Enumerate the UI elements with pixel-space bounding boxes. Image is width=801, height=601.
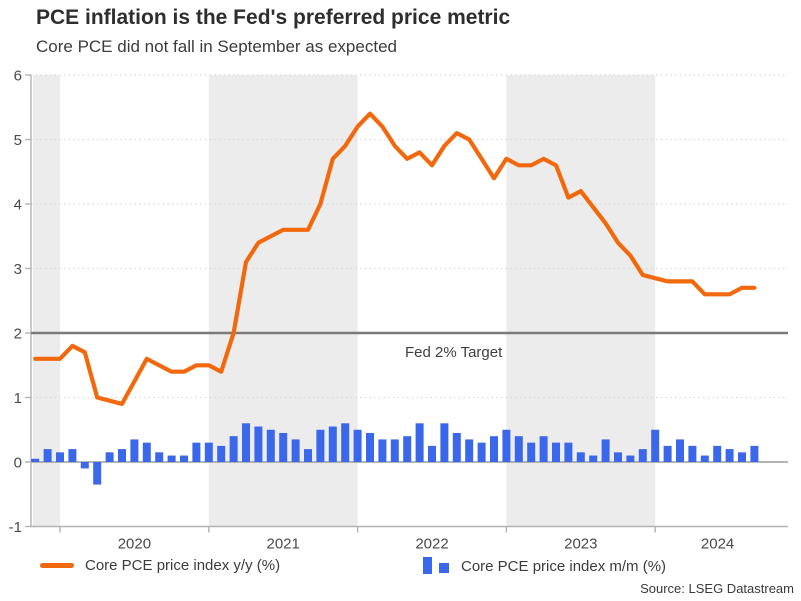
x-tick-label: 2022: [415, 536, 448, 553]
mm-bar: [713, 445, 722, 462]
x-tick-label: 2021: [267, 536, 300, 553]
mm-bar: [725, 449, 734, 462]
x-tick-label: 2023: [564, 536, 597, 553]
mm-bar: [651, 429, 660, 462]
mm-bar: [366, 432, 374, 462]
mm-bar: [676, 439, 684, 462]
y-tick-label: 3: [14, 261, 22, 278]
fed-target-label: Fed 2% Target: [405, 344, 503, 361]
mm-bar: [415, 423, 424, 462]
y-tick-label: 5: [14, 132, 22, 149]
mm-bar: [663, 445, 672, 462]
mm-bar: [452, 432, 461, 462]
mm-bar: [465, 439, 474, 462]
mm-bar: [266, 429, 275, 462]
mm-bar: [217, 445, 226, 462]
mm-bar: [390, 439, 399, 462]
mm-bar: [477, 442, 486, 462]
mm-bar: [43, 449, 52, 462]
y-tick-label: 6: [14, 68, 22, 85]
x-tick-label: 2024: [701, 536, 734, 553]
mm-bar: [80, 462, 89, 469]
yy-line: [33, 111, 757, 406]
page-title: PCE inflation is the Fed's preferred pri…: [36, 6, 511, 29]
mm-bar: [316, 429, 325, 462]
y-tick-label: -1: [9, 519, 22, 536]
mm-bar: [552, 442, 560, 462]
mm-bar: [614, 452, 622, 462]
mm-bar: [118, 449, 126, 462]
line-swatch-icon: [40, 563, 74, 568]
mm-bar: [589, 455, 598, 462]
mm-bar: [502, 429, 511, 462]
legend-label-mm: Core PCE price index m/m (%): [461, 557, 667, 575]
mm-bar: [490, 436, 498, 462]
mm-bar: [68, 449, 77, 462]
x-tick-label: 2020: [118, 536, 151, 553]
legend-label-yy: Core PCE price index y/y (%): [85, 557, 281, 574]
mm-bar: [328, 426, 337, 462]
mm-bar: [167, 455, 176, 462]
mm-bar: [403, 436, 412, 462]
mm-bar: [539, 436, 548, 462]
mm-bar: [291, 439, 300, 462]
mm-bar: [750, 445, 759, 462]
mm-bar: [527, 442, 536, 462]
mm-bar: [279, 432, 288, 462]
mm-bar: [514, 436, 523, 462]
mm-bar: [142, 442, 151, 462]
mm-bar: [341, 423, 350, 462]
mm-bar: [254, 426, 263, 462]
mm-bar: [304, 449, 312, 462]
mm-bar: [378, 439, 387, 462]
mm-bar: [204, 442, 213, 462]
mm-bar: [564, 442, 573, 462]
source-attribution: Source: LSEG Datastream: [640, 581, 794, 596]
legend-item-yy: Core PCE price index y/y (%): [40, 557, 280, 574]
bar-swatch-tall: [423, 557, 432, 574]
mm-bar: [601, 439, 610, 462]
mm-bar: [638, 449, 647, 462]
mm-bar: [626, 455, 635, 462]
bar-swatch-icon: [423, 557, 449, 575]
y-tick-label: 4: [14, 197, 22, 214]
mm-bar: [738, 452, 746, 462]
mm-bar: [155, 452, 164, 462]
mm-bar: [31, 458, 40, 462]
mm-bar: [229, 436, 238, 462]
mm-bar: [688, 445, 697, 462]
mm-bar: [192, 442, 201, 462]
mm-bar: [105, 452, 114, 462]
page-subtitle: Core PCE did not fall in September as ex…: [36, 37, 397, 56]
chart-legend: Core PCE price index y/y (%) Core PCE pr…: [0, 557, 801, 581]
mm-bar: [353, 429, 362, 462]
mm-bar: [130, 439, 139, 462]
mm-bar: [576, 452, 585, 462]
mm-bar: [56, 452, 64, 462]
legend-item-mm: Core PCE price index m/m (%): [423, 557, 666, 575]
y-tick-label: 1: [14, 390, 22, 407]
y-tick-label: 2: [14, 326, 22, 343]
bar-swatch-small: [439, 563, 449, 573]
mm-bar: [428, 445, 436, 462]
chart-canvas: -1 0 1 2 3 4 5 6 2020 2021 2022 2023 2024 Fed 2% Targ…: [9, 68, 788, 553]
mm-bar: [93, 462, 102, 485]
mm-bar: [700, 455, 709, 462]
mm-bar: [440, 423, 449, 462]
mm-bar: [180, 455, 188, 462]
y-tick-label: 0: [14, 455, 22, 472]
mm-bar: [242, 423, 250, 462]
